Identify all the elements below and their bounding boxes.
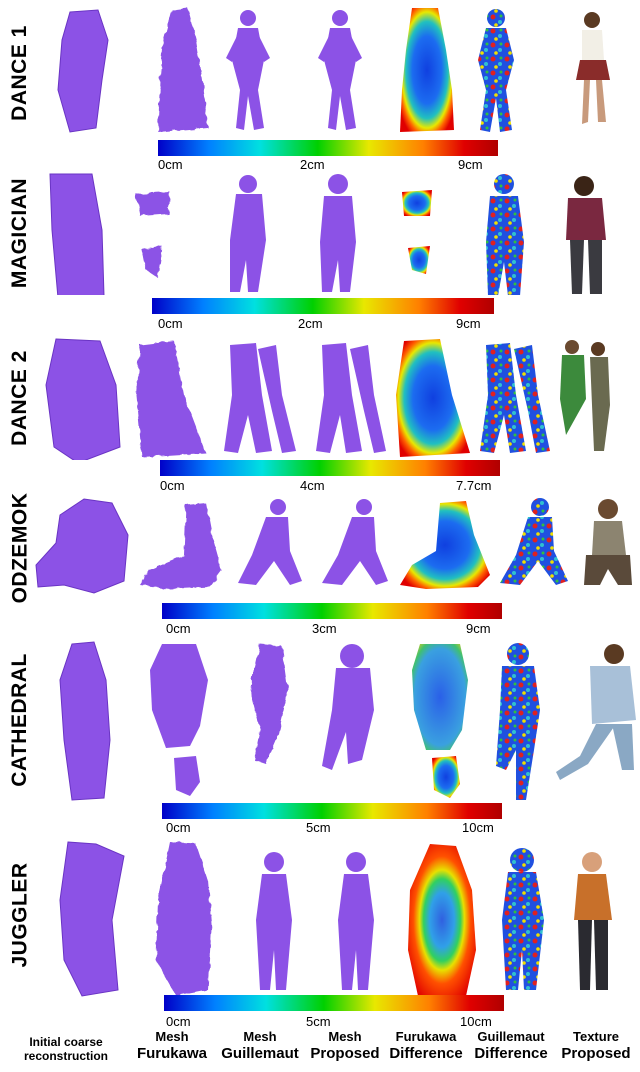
diff-guillemaut xyxy=(480,343,550,453)
row-juggler: JUGGLER 0cm 5cm 10cm xyxy=(0,840,640,1030)
coarse-mesh xyxy=(45,338,121,460)
figure-row-cathedral xyxy=(59,641,636,801)
column-label-furukawa-difference: Furukawa Difference xyxy=(389,1029,463,1062)
figure-row-magician xyxy=(49,173,606,295)
colorbar-tick-mid: 5cm xyxy=(306,820,331,835)
diff-guillemaut xyxy=(500,498,568,585)
colorbar-tick-max: 10cm xyxy=(462,820,494,835)
colorbar-tick-mid: 5cm xyxy=(306,1014,331,1029)
column-label-texture-proposed: Texture Proposed xyxy=(561,1029,631,1062)
coarse-mesh xyxy=(57,9,109,133)
column-label-mesh-proposed: Mesh Proposed xyxy=(310,1029,380,1062)
figure-row-dance-2 xyxy=(45,338,610,460)
diff-furukawa xyxy=(400,501,490,589)
mesh-furukawa xyxy=(136,192,170,278)
row-magician: MAGICIAN 0cm 2cm 9cm xyxy=(0,170,640,335)
mesh-proposed xyxy=(338,852,374,990)
row-odzemok: ODZEMOK 0cm 3cm 9cm xyxy=(0,492,640,640)
mesh-furukawa xyxy=(150,644,208,796)
diff-furukawa xyxy=(400,8,454,132)
row-dance-2: DANCE 2 0cm 4cm 7.7cm xyxy=(0,335,640,495)
diff-guillemaut xyxy=(486,174,524,295)
column-label-initial: Initial coarse reconstruction xyxy=(23,1035,108,1063)
colorbar-tick-max: 7.7cm xyxy=(456,478,492,493)
coarse-mesh xyxy=(35,498,129,594)
diff-furukawa xyxy=(402,190,432,274)
colorbar-tick-max: 10cm xyxy=(460,1014,492,1029)
colorbar-tick-min: 0cm xyxy=(158,316,183,331)
colorbar xyxy=(162,603,502,619)
mesh-guillemaut xyxy=(230,175,266,292)
colorbar xyxy=(162,803,502,819)
diff-guillemaut xyxy=(496,643,540,800)
coarse-mesh xyxy=(59,641,111,801)
colorbar-tick-min: 0cm xyxy=(160,478,185,493)
colorbar xyxy=(160,460,500,476)
diff-furukawa xyxy=(412,644,468,798)
column-label-mesh-guillemaut: Mesh Guillemaut xyxy=(221,1029,299,1062)
colorbar-tick-mid: 4cm xyxy=(300,478,325,493)
texture-proposed xyxy=(574,852,612,990)
mesh-furukawa xyxy=(158,8,208,132)
colorbar-tick-mid: 2cm xyxy=(300,157,325,172)
mesh-proposed xyxy=(318,10,362,130)
mesh-guillemaut xyxy=(238,499,302,585)
coarse-mesh xyxy=(59,841,125,997)
colorbar-tick-max: 9cm xyxy=(466,621,491,636)
figure-row-dance-1 xyxy=(57,8,610,133)
diff-guillemaut xyxy=(502,848,544,990)
colorbar xyxy=(152,298,494,314)
colorbar-tick-mid: 2cm xyxy=(298,316,323,331)
mesh-furukawa xyxy=(136,341,206,457)
row-cathedral: CATHEDRAL 0cm 5cm 10cm xyxy=(0,640,640,840)
colorbar-tick-min: 0cm xyxy=(166,1014,191,1029)
colorbar-tick-min: 0cm xyxy=(166,820,191,835)
colorbar xyxy=(158,140,498,156)
mesh-proposed xyxy=(322,644,374,770)
diff-furukawa xyxy=(408,844,476,996)
diff-guillemaut xyxy=(478,9,514,132)
mesh-proposed xyxy=(322,499,388,585)
colorbar xyxy=(164,995,504,1011)
mesh-guillemaut xyxy=(226,10,270,130)
colorbar-tick-mid: 3cm xyxy=(312,621,337,636)
texture-proposed xyxy=(556,644,636,780)
figure-row-odzemok xyxy=(35,498,632,594)
mesh-furukawa xyxy=(140,503,222,589)
mesh-guillemaut xyxy=(224,343,296,453)
colorbar-tick-max: 9cm xyxy=(458,157,483,172)
mesh-furukawa xyxy=(156,842,212,996)
texture-proposed xyxy=(584,499,632,585)
colorbar-tick-min: 0cm xyxy=(158,157,183,172)
row-dance-1: DANCE 1 0cm 2cm xyxy=(0,0,640,172)
coarse-mesh xyxy=(49,173,105,295)
colorbar-tick-min: 0cm xyxy=(166,621,191,636)
column-labels: Initial coarse reconstruction Mesh Furuk… xyxy=(0,1029,640,1072)
mesh-proposed xyxy=(320,174,356,292)
texture-proposed xyxy=(560,340,610,451)
figure-row-juggler xyxy=(59,841,612,997)
mesh-guillemaut xyxy=(256,852,292,990)
colorbar-tick-max: 9cm xyxy=(456,316,481,331)
texture-proposed xyxy=(566,176,606,294)
texture-proposed xyxy=(576,12,610,124)
diff-furukawa xyxy=(396,339,470,457)
mesh-proposed xyxy=(316,343,386,453)
column-label-mesh-furukawa: Mesh Furukawa xyxy=(136,1029,208,1062)
mesh-guillemaut xyxy=(250,644,288,764)
column-label-guillemaut-difference: Guillemaut Difference xyxy=(474,1029,548,1062)
